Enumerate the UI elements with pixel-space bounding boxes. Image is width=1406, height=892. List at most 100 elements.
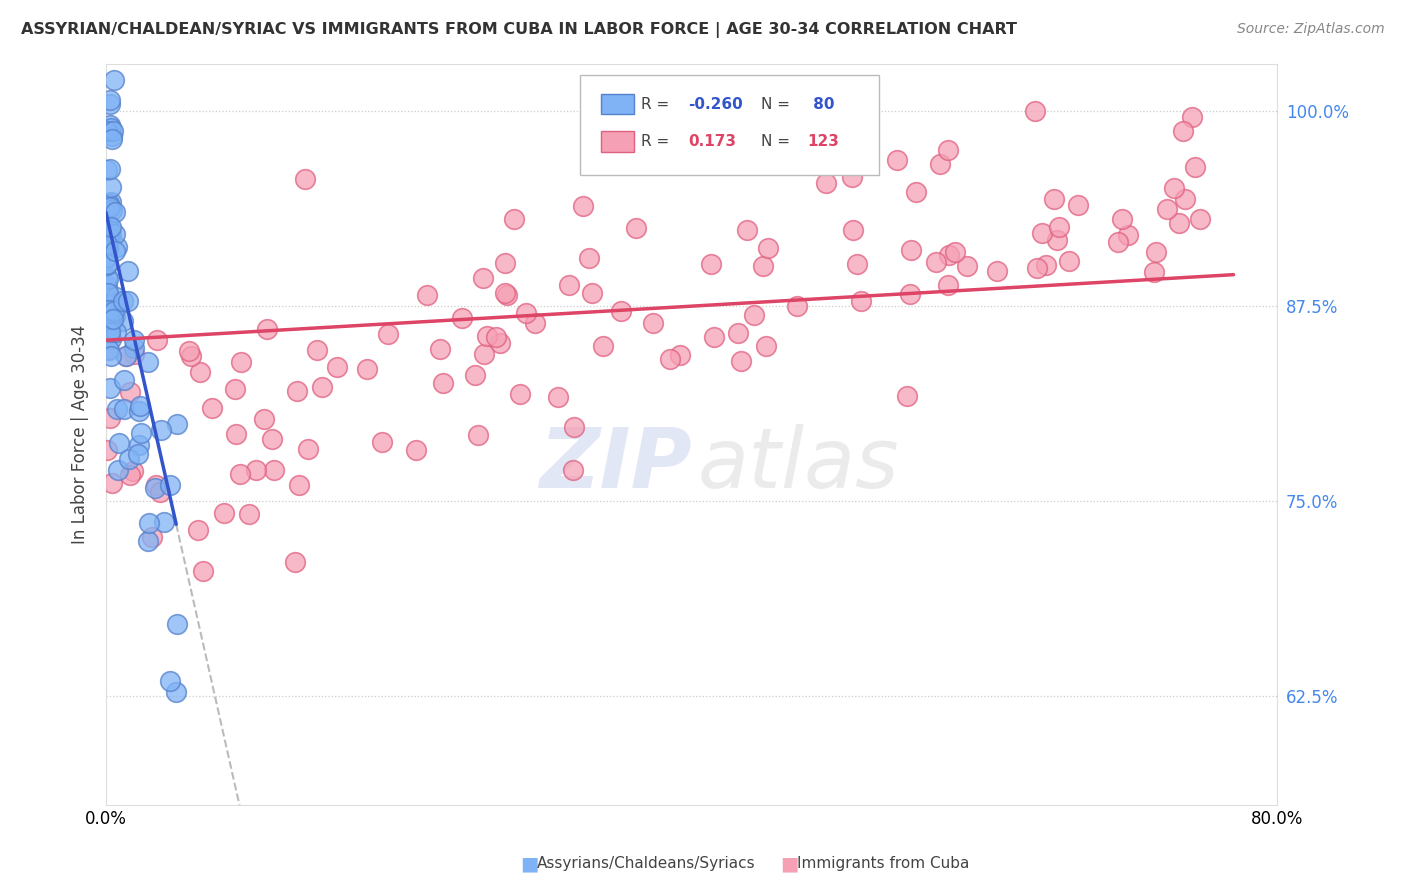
Point xyxy=(1181,110,1204,124)
Point xyxy=(986,264,1008,278)
Point xyxy=(703,329,725,343)
Point xyxy=(523,316,546,330)
Point xyxy=(564,419,586,434)
Point xyxy=(96,237,118,252)
Point xyxy=(165,685,187,699)
Point xyxy=(229,467,252,481)
Point xyxy=(96,278,118,293)
Point xyxy=(101,124,124,138)
Point xyxy=(100,228,122,243)
Point xyxy=(311,379,333,393)
Point xyxy=(956,259,979,273)
Point xyxy=(188,365,211,379)
Point xyxy=(1173,193,1195,207)
Point xyxy=(129,426,152,441)
Point xyxy=(1026,261,1049,276)
Text: R =: R = xyxy=(641,96,675,112)
Point xyxy=(377,326,399,341)
Point xyxy=(786,299,808,313)
Point xyxy=(101,475,124,490)
Text: 123: 123 xyxy=(807,134,839,149)
Point xyxy=(845,257,868,271)
Point xyxy=(100,311,122,326)
Point xyxy=(925,254,948,268)
Point xyxy=(1046,234,1069,248)
Point xyxy=(229,355,252,369)
Point xyxy=(96,443,118,458)
Point xyxy=(245,463,267,477)
Point xyxy=(1188,212,1211,227)
Point xyxy=(136,354,159,368)
Point xyxy=(578,251,600,265)
Text: R =: R = xyxy=(641,134,679,149)
Point xyxy=(166,616,188,631)
Point xyxy=(103,304,125,318)
Point xyxy=(742,308,765,322)
Point xyxy=(1057,253,1080,268)
Point xyxy=(928,157,950,171)
Point xyxy=(98,325,121,339)
Point xyxy=(118,467,141,482)
Text: ZIP: ZIP xyxy=(538,424,692,505)
Point xyxy=(659,352,682,367)
Point xyxy=(841,170,863,185)
Point xyxy=(112,373,135,387)
Text: Source: ZipAtlas.com: Source: ZipAtlas.com xyxy=(1237,22,1385,37)
Point xyxy=(898,287,921,301)
Point xyxy=(100,128,122,143)
Point xyxy=(97,216,120,230)
Point xyxy=(475,328,498,343)
Point xyxy=(224,382,246,396)
Point xyxy=(145,478,167,492)
Point xyxy=(128,438,150,452)
Point xyxy=(1031,226,1053,240)
Point xyxy=(1047,220,1070,235)
Point xyxy=(191,564,214,578)
FancyBboxPatch shape xyxy=(602,94,634,114)
Point xyxy=(451,310,474,325)
Point xyxy=(472,346,495,360)
Point xyxy=(112,313,135,327)
Point xyxy=(104,310,127,324)
Point xyxy=(98,196,121,211)
Text: atlas: atlas xyxy=(697,424,900,505)
Point xyxy=(905,185,928,199)
Point xyxy=(128,404,150,418)
Point xyxy=(815,176,838,190)
Point xyxy=(149,485,172,500)
Point xyxy=(114,349,136,363)
Point xyxy=(1171,124,1194,138)
Point xyxy=(98,320,121,334)
Point xyxy=(146,333,169,347)
Point xyxy=(100,120,122,135)
Text: ASSYRIAN/CHALDEAN/SYRIAC VS IMMIGRANTS FROM CUBA IN LABOR FORCE | AGE 30-34 CORR: ASSYRIAN/CHALDEAN/SYRIAC VS IMMIGRANTS F… xyxy=(21,22,1017,38)
Point xyxy=(141,530,163,544)
Point xyxy=(100,332,122,346)
Point xyxy=(98,343,121,358)
Point xyxy=(122,341,145,355)
Point xyxy=(105,290,128,304)
Point xyxy=(100,349,122,363)
Point xyxy=(212,507,235,521)
Point xyxy=(307,343,329,358)
Point xyxy=(97,272,120,286)
Point xyxy=(98,230,121,244)
Point xyxy=(558,278,581,293)
Point xyxy=(730,354,752,368)
Point xyxy=(238,507,260,521)
Point xyxy=(128,399,150,413)
Point xyxy=(253,412,276,426)
Point xyxy=(97,342,120,356)
Point xyxy=(371,434,394,449)
Point xyxy=(118,384,141,399)
Point xyxy=(104,244,127,259)
Point xyxy=(117,294,139,309)
Point xyxy=(117,264,139,278)
Point xyxy=(97,241,120,255)
Point xyxy=(1107,235,1129,250)
Point xyxy=(112,293,135,308)
Point xyxy=(98,200,121,214)
Point xyxy=(405,443,427,458)
Point xyxy=(356,361,378,376)
Point xyxy=(97,201,120,215)
